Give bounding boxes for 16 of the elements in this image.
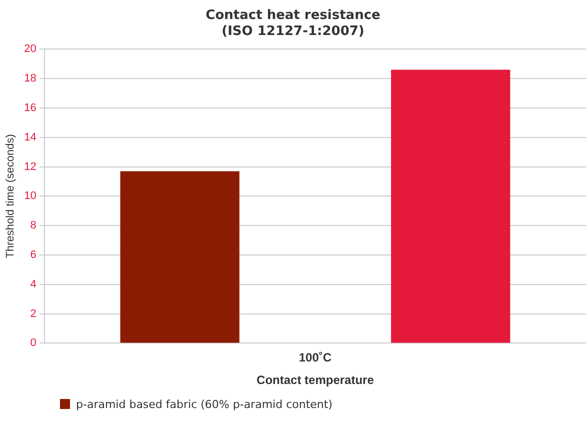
y-tick-label: 16 [24, 102, 36, 114]
chart-title: Contact heat resistance (ISO 12127-1:2007) [206, 8, 381, 39]
y-axis-title: Threshold time (seconds) [4, 134, 17, 258]
y-tick-label: 18 [24, 72, 36, 85]
y-tick-label: 2 [30, 308, 36, 320]
y-tick-label: 4 [30, 278, 36, 290]
y-tick-label: 14 [24, 131, 36, 144]
y-tick-label: 6 [30, 249, 36, 262]
y-tick-label: 0 [30, 337, 36, 350]
y-tick-label: 20 [24, 43, 36, 56]
y-tick-label: 12 [24, 160, 36, 173]
legend-label: p-aramid based fabric (60% p-aramid content) [75, 398, 332, 411]
x-tick-label: 100˚C [298, 350, 332, 365]
y-tick-label: 10 [24, 190, 36, 202]
y-tick-label: 8 [30, 220, 36, 232]
x-axis-title: Contact temperature [256, 373, 374, 388]
